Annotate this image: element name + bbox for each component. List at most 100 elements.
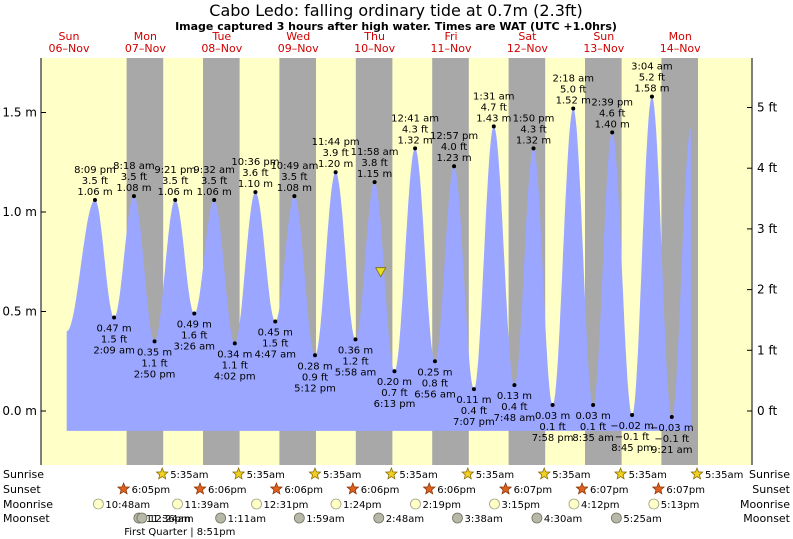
sunrise-time: 5:35am xyxy=(476,470,514,481)
low-time: 4:47 am xyxy=(255,349,297,360)
tide-point xyxy=(212,198,217,203)
low-time: 5:58 am xyxy=(335,367,377,378)
low-m: 0.13 m xyxy=(497,391,532,402)
sunrise-icon xyxy=(537,467,551,480)
high-m: 1.20 m xyxy=(318,159,353,170)
high-m: 1.06 m xyxy=(197,187,232,198)
sunset-time: 6:06pm xyxy=(284,485,323,496)
low-ft: 0.4 ft xyxy=(461,406,487,417)
low-time: 9:21 am xyxy=(651,445,693,456)
low-time: 7:48 am xyxy=(494,413,536,424)
low-m: 0.35 m xyxy=(137,347,172,358)
moonset-time: 12:24am xyxy=(149,514,194,525)
row-label-right: Sunrise xyxy=(749,468,790,481)
y-tick-label-ft: 4 ft xyxy=(757,161,777,175)
y-tick-label-m: 0.0 m xyxy=(2,404,37,418)
sunset-time: 6:07pm xyxy=(514,485,553,496)
high-m: 1.08 m xyxy=(277,183,312,194)
high-m: 1.10 m xyxy=(238,179,273,190)
tide-point xyxy=(232,341,237,346)
high-m: 1.40 m xyxy=(595,119,630,130)
y-tick-label-ft: 5 ft xyxy=(757,101,777,115)
tide-point xyxy=(452,164,457,169)
high-time: 9:32 am xyxy=(193,165,235,176)
low-m: 0.25 m xyxy=(417,367,452,378)
day-date: 08–Nov xyxy=(201,42,242,55)
moonrise-icon xyxy=(330,498,342,510)
moonrise-icon xyxy=(251,498,262,510)
day-name: Sat xyxy=(518,30,537,43)
moonset-time: 4:30am xyxy=(544,514,582,525)
moonset-icon xyxy=(136,512,148,524)
low-m: 0.45 m xyxy=(258,327,293,338)
tide-point xyxy=(630,412,635,417)
low-m: 0.03 m xyxy=(535,411,570,422)
y-tick-label-m: 0.5 m xyxy=(2,305,37,319)
sunset-time: 6:06pm xyxy=(208,485,247,496)
high-m: 1.08 m xyxy=(116,183,151,194)
moonset-icon xyxy=(373,512,385,524)
high-time: 10:49 am xyxy=(270,161,318,172)
moonrise-time: 4:12pm xyxy=(581,500,620,511)
current-tide-marker xyxy=(375,267,387,278)
high-m: 1.58 m xyxy=(634,84,669,95)
tide-point xyxy=(292,194,297,199)
low-m: −0.03 m xyxy=(650,423,694,434)
row-label-left: Sunset xyxy=(3,483,41,496)
sunset-icon xyxy=(116,482,131,495)
high-time: 2:18 am xyxy=(552,74,594,85)
high-m: 1.52 m xyxy=(556,96,591,107)
sunrise-icon xyxy=(231,467,246,480)
y-tick-label-ft: 0 ft xyxy=(757,404,777,418)
moonrise-icon xyxy=(92,498,104,510)
day-date: 07–Nov xyxy=(125,42,166,55)
low-time: 4:02 pm xyxy=(214,371,256,382)
low-m: 0.28 m xyxy=(297,361,332,372)
row-label-right: Sunset xyxy=(752,483,790,496)
sunrise-time: 5:35am xyxy=(705,470,743,481)
low-ft: −0.1 ft xyxy=(654,434,689,445)
low-time: 6:13 pm xyxy=(374,399,416,410)
tide-point xyxy=(112,315,117,320)
high-time: 1:31 am xyxy=(473,91,515,102)
tide-point xyxy=(649,94,654,99)
chart-subtitle: Image captured 3 hours after high water.… xyxy=(175,20,617,33)
y-tick-label-ft: 1 ft xyxy=(757,343,777,357)
sunset-icon xyxy=(193,482,207,495)
low-m: 0.20 m xyxy=(377,377,412,388)
high-time: 11:44 pm xyxy=(312,137,360,148)
moon-phase-note: First Quarter | 8:51pm xyxy=(124,527,235,538)
moonrise-time: 11:39am xyxy=(184,500,229,511)
low-time: 7:07 pm xyxy=(453,417,495,428)
day-date: 12–Nov xyxy=(507,42,548,55)
sunrise-time: 5:35am xyxy=(399,470,437,481)
high-time: 10:36 pm xyxy=(231,157,279,168)
high-ft: 3.5 ft xyxy=(82,176,108,187)
high-ft: 3.9 ft xyxy=(322,148,348,159)
tide-point xyxy=(353,337,358,342)
low-ft: 1.5 ft xyxy=(101,334,127,345)
tide-point xyxy=(333,170,338,175)
moonset-icon xyxy=(610,512,622,524)
high-ft: 5.2 ft xyxy=(639,73,665,84)
tide-point xyxy=(591,403,596,408)
moonrise-icon xyxy=(489,498,500,510)
chart-title: Cabo Ledo: falling ordinary tide at 0.7m… xyxy=(209,1,582,20)
low-ft: −0.1 ft xyxy=(615,432,650,443)
low-ft: 0.1 ft xyxy=(580,422,606,433)
low-time: 8:45 pm xyxy=(611,443,653,454)
sunset-time: 6:07pm xyxy=(590,485,629,496)
sunset-icon xyxy=(575,482,589,495)
low-ft: 1.2 ft xyxy=(342,356,368,367)
high-time: 8:18 am xyxy=(113,161,155,172)
moonrise-icon xyxy=(410,498,421,510)
high-ft: 4.3 ft xyxy=(402,124,428,135)
low-time: 2:50 pm xyxy=(134,369,176,380)
day-name: Tue xyxy=(211,30,231,43)
high-m: 1.06 m xyxy=(158,187,193,198)
moonset-time: 1:59am xyxy=(306,514,344,525)
row-label-left: Moonrise xyxy=(3,498,53,511)
day-name: Thu xyxy=(363,30,385,43)
high-time: 12:57 pm xyxy=(430,131,478,142)
